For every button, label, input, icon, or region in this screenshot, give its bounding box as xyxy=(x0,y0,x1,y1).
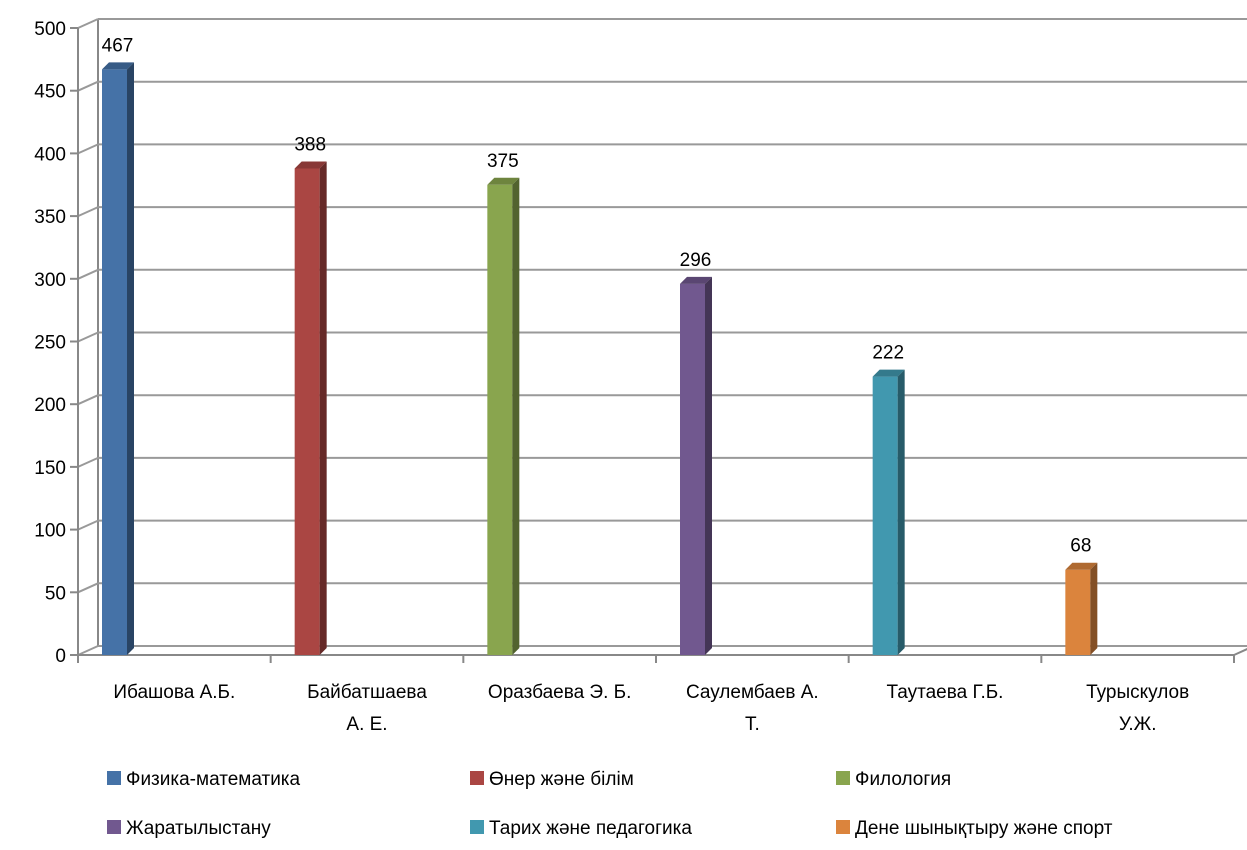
y-tick-label: 500 xyxy=(34,19,66,40)
bar-side xyxy=(1090,562,1098,655)
bar xyxy=(102,69,127,655)
y-tick-label: 300 xyxy=(34,270,66,291)
x-category-label: Саулембаев А. xyxy=(686,682,819,703)
y-tick-label: 100 xyxy=(34,521,66,542)
legend-label: Филология xyxy=(855,769,951,790)
bar xyxy=(872,376,898,655)
grid-diagonal xyxy=(77,206,99,218)
bar xyxy=(1065,569,1091,655)
x-category-label: Байбатшаева xyxy=(307,682,427,703)
grid-diagonal xyxy=(77,394,99,406)
legend-label: Тарих және педагогика xyxy=(489,818,692,839)
y-tick-label: 150 xyxy=(34,458,66,479)
y-tick-label: 50 xyxy=(45,583,66,604)
bar xyxy=(294,168,320,655)
bar-side xyxy=(127,62,134,655)
grid-diagonal xyxy=(77,268,99,280)
bar-top xyxy=(102,62,134,70)
y-tick-label: 450 xyxy=(34,82,66,103)
bar-top xyxy=(680,276,712,284)
axis-layer: 0 50 100 150 200 250 300 350 400 450 500 Ибашова А.… xyxy=(34,19,1247,735)
bar-side xyxy=(319,161,327,655)
grid-layer xyxy=(77,18,1247,656)
bar-top xyxy=(487,177,520,185)
data-label: 388 xyxy=(294,134,326,155)
label-layer: 467 388 375 296 222 68 xyxy=(102,35,1092,556)
bar-top xyxy=(294,161,327,169)
x-category-label: Турыскулов xyxy=(1086,682,1189,703)
floor-right-edge xyxy=(1233,648,1247,656)
grid-diagonal xyxy=(77,519,99,531)
data-label: 467 xyxy=(102,35,134,56)
legend-swatch xyxy=(836,771,850,785)
y-tick-label: 350 xyxy=(34,207,66,228)
bar-side xyxy=(512,177,520,655)
bar-top xyxy=(1065,562,1098,570)
grid-diagonal xyxy=(77,143,99,155)
x-category-label: Ибашова А.Б. xyxy=(113,682,235,703)
data-label: 296 xyxy=(680,250,712,271)
data-label: 68 xyxy=(1070,536,1091,557)
bar-layer xyxy=(102,62,1098,655)
legend-label: Жаратылыстану xyxy=(126,818,271,839)
grid-diagonal xyxy=(77,18,99,29)
x-category-label: А. Е. xyxy=(346,714,387,735)
legend-swatch xyxy=(836,820,850,834)
bar-side xyxy=(705,276,712,655)
legend: Физика-математика Өнер және білім Филологи… xyxy=(107,769,1113,839)
legend-swatch xyxy=(470,820,484,834)
bar-side xyxy=(897,369,905,655)
grid-diagonal xyxy=(77,645,99,656)
grid-diagonal xyxy=(77,80,99,92)
y-tick-label: 200 xyxy=(34,395,66,416)
bar xyxy=(487,184,513,655)
x-category-label: Таутаева Г.Б. xyxy=(887,682,1004,703)
grid-diagonal xyxy=(77,331,99,343)
x-category-label: Оразбаева Э. Б. xyxy=(488,682,631,703)
grid-diagonal xyxy=(77,456,99,468)
legend-swatch xyxy=(107,820,121,834)
x-category-label: Т. xyxy=(745,714,760,735)
y-tick-label: 250 xyxy=(34,333,66,354)
x-category-label: У.Ж. xyxy=(1119,714,1157,735)
data-label: 375 xyxy=(487,151,519,172)
legend-label: Дене шынықтыру және спорт xyxy=(855,818,1113,839)
data-label: 222 xyxy=(872,343,904,364)
bar-top xyxy=(872,369,905,377)
y-tick-label: 0 xyxy=(55,646,66,667)
grid-diagonal xyxy=(77,582,99,594)
legend-swatch xyxy=(470,771,484,785)
legend-swatch xyxy=(107,771,121,785)
legend-label: Физика-математика xyxy=(126,769,301,790)
bar xyxy=(680,283,705,655)
y-tick-label: 400 xyxy=(34,144,66,165)
legend-label: Өнер және білім xyxy=(489,769,634,790)
